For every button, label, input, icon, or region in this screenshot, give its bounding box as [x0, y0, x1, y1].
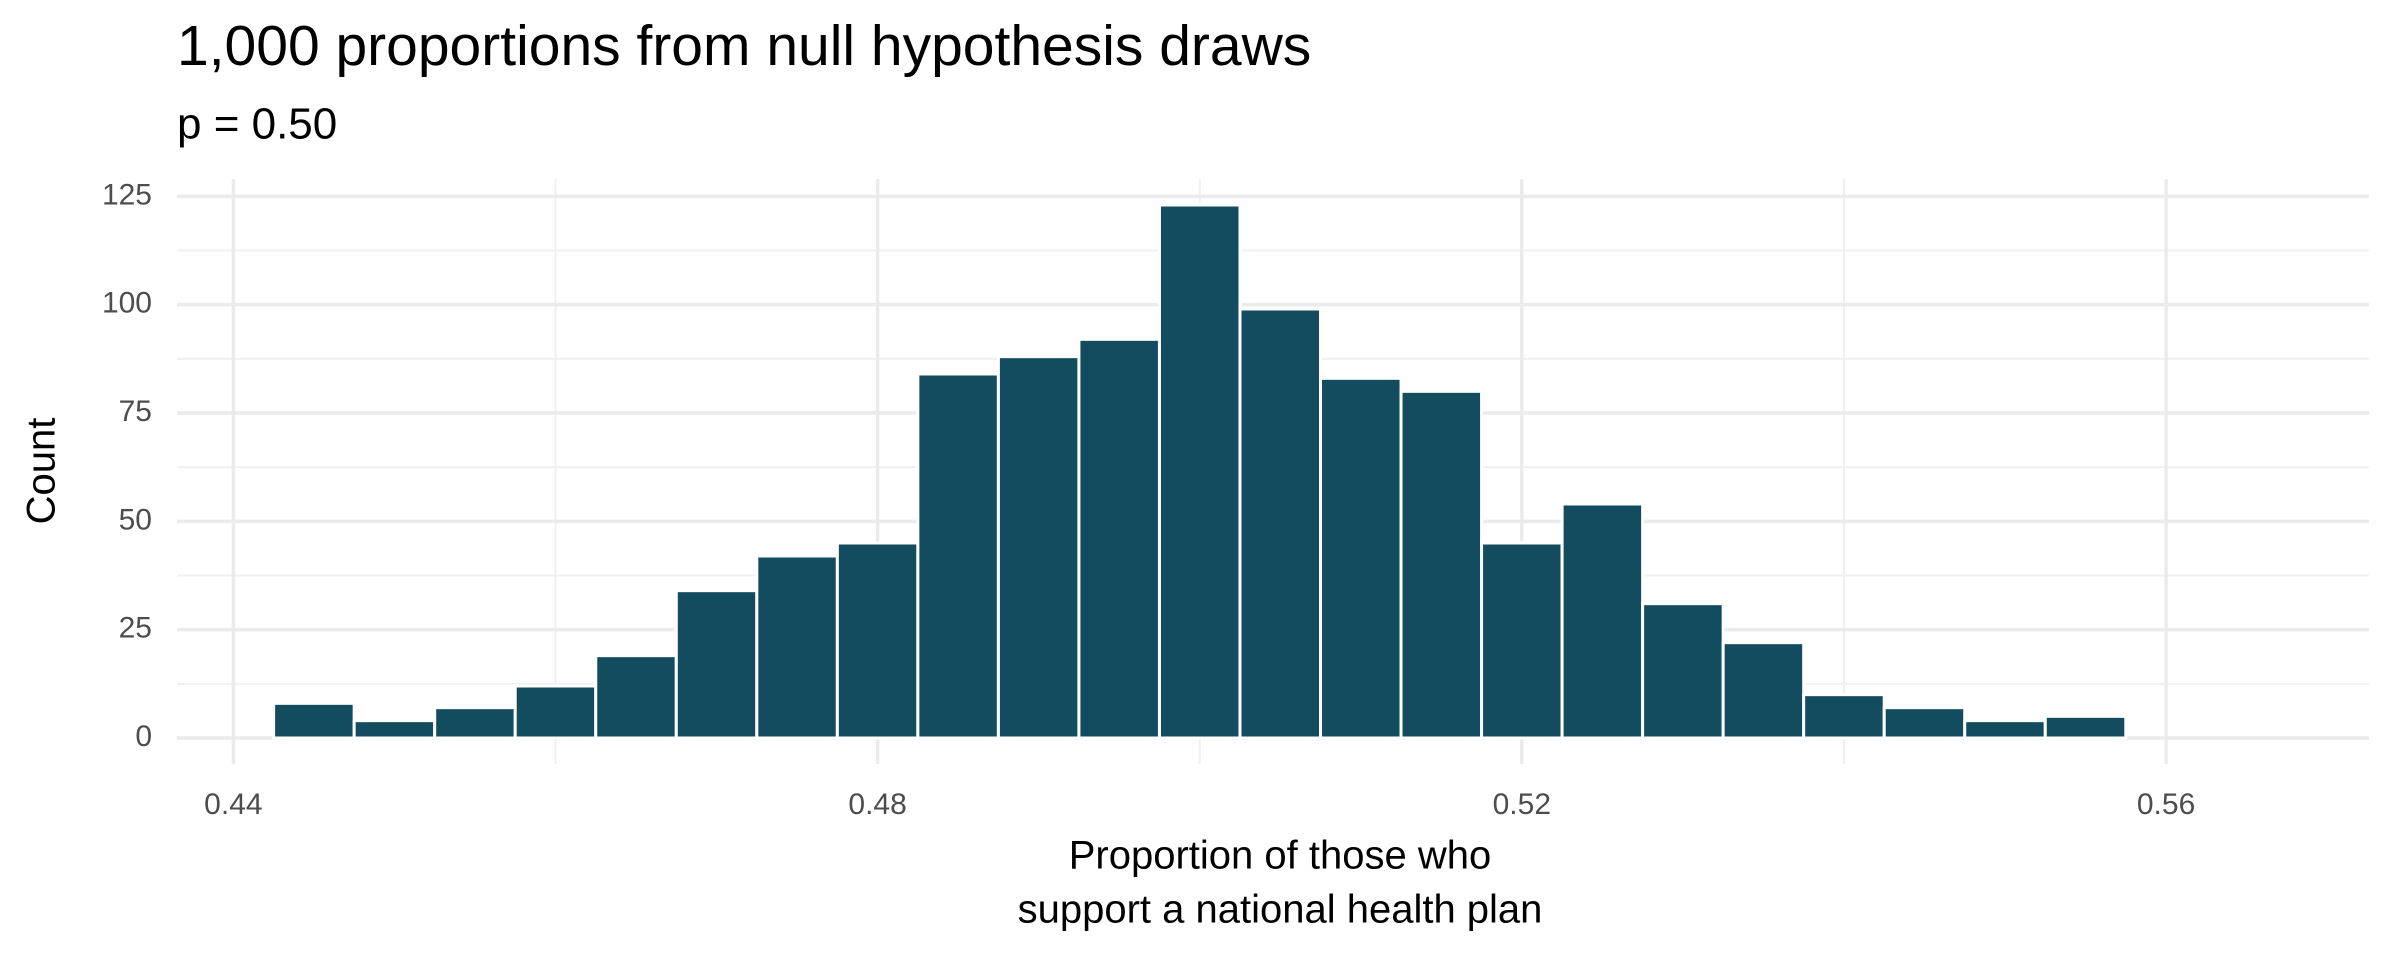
bar — [835, 541, 920, 740]
bar — [433, 706, 517, 740]
bar — [1480, 541, 1564, 740]
bar — [1077, 337, 1161, 740]
bar — [1157, 203, 1242, 740]
bar — [1802, 693, 1886, 740]
x-axis-title: support a national health plan — [1018, 888, 1543, 932]
x-tick-label: 0.52 — [1493, 788, 1551, 821]
bar — [1238, 307, 1323, 740]
bar — [594, 654, 678, 740]
bar — [1641, 602, 1725, 740]
y-tick-label: 125 — [102, 178, 152, 211]
bar — [2043, 714, 2128, 740]
bar — [755, 554, 839, 740]
y-axis-title: Count — [20, 418, 64, 525]
bar — [916, 372, 1000, 740]
bar — [674, 589, 759, 740]
bar — [1560, 502, 1645, 740]
y-tick-label: 25 — [119, 612, 152, 645]
bar — [272, 701, 356, 740]
y-tick-label: 0 — [135, 720, 152, 753]
bar — [1399, 389, 1484, 740]
bar — [1963, 719, 2047, 740]
bar — [1319, 376, 1403, 740]
bar — [513, 684, 598, 740]
y-tick-label: 100 — [102, 287, 152, 320]
bar — [996, 355, 1081, 740]
chart-title: 1,000 proportions from null hypothesis d… — [177, 14, 1311, 78]
bar — [1882, 706, 1967, 740]
x-tick-label: 0.44 — [204, 788, 262, 821]
y-tick-label: 50 — [119, 503, 152, 536]
bar — [352, 719, 437, 740]
x-tick-label: 0.56 — [2137, 788, 2195, 821]
x-tick-label: 0.48 — [848, 788, 906, 821]
chart-subtitle: p = 0.50 — [177, 100, 337, 149]
bar — [1721, 641, 1806, 740]
x-axis-title: Proportion of those who — [1069, 834, 1491, 878]
y-tick-label: 75 — [119, 395, 152, 428]
